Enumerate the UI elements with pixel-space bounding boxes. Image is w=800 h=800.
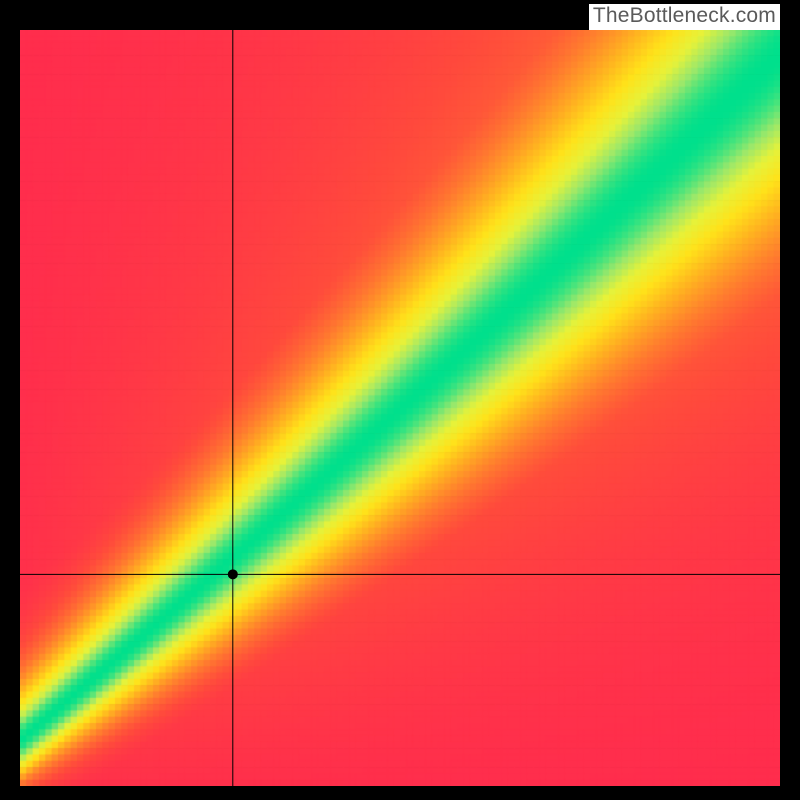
- heatmap-plot: [20, 30, 780, 786]
- chart-container: TheBottleneck.com: [0, 0, 800, 800]
- heatmap-canvas: [20, 30, 780, 786]
- watermark-text: TheBottleneck.com: [589, 4, 780, 30]
